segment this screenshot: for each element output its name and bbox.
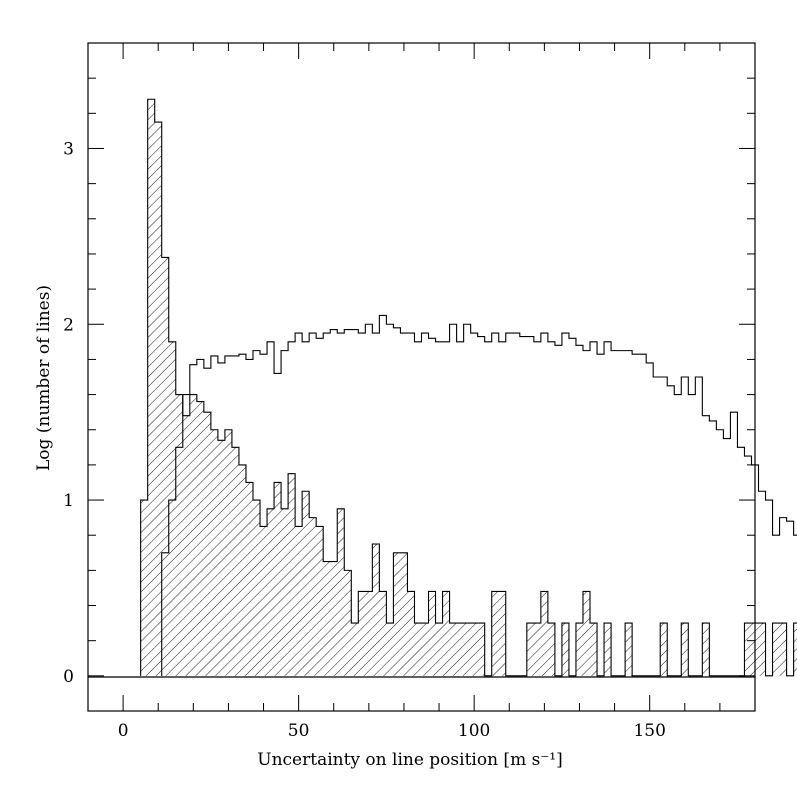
hatched-bar: [758, 623, 766, 676]
hatched-bar: [140, 500, 148, 676]
hatched-bar: [604, 623, 612, 676]
hatched-bar: [337, 508, 345, 676]
hatched-bar: [309, 517, 317, 676]
hatched-bar: [281, 508, 289, 676]
hatched-bar: [330, 561, 338, 676]
hatched-bar: [428, 591, 436, 676]
hatched-bar: [435, 623, 443, 676]
hatched-bar: [323, 561, 331, 676]
x-axis-label: Uncertainty on line position [m s⁻¹]: [257, 750, 563, 770]
x-tick-label: 0: [118, 721, 129, 741]
y-tick-label: 2: [63, 315, 74, 335]
y-tick-label: 1: [63, 491, 74, 511]
hatched-bar: [625, 623, 633, 676]
hatched-bar: [702, 623, 710, 676]
hatched-bar: [407, 591, 415, 676]
hatched-bar: [351, 623, 359, 676]
hatched-bar: [456, 623, 464, 676]
hatched-bar: [540, 591, 548, 676]
hatched-bar: [575, 623, 583, 676]
y-axis-label: Log (number of lines): [34, 285, 54, 471]
hatched-bar: [590, 623, 598, 676]
hatched-bar: [147, 99, 155, 676]
hatched-bar: [772, 623, 780, 676]
x-tick-label: 50: [288, 721, 310, 741]
hatched-outline: [140, 98, 797, 677]
hatched-bar: [526, 623, 534, 676]
hatched-bar: [267, 508, 275, 676]
hatched-bar: [210, 429, 218, 676]
hatched-bar: [582, 591, 591, 676]
x-tick-label: 150: [633, 721, 665, 741]
y-tick-label: 0: [63, 667, 74, 687]
hatched-bar: [260, 526, 268, 676]
plot-frame: [87, 42, 756, 712]
y-axis-ticks: 0 1 2 3: [63, 77, 755, 687]
hatched-bar: [154, 122, 162, 676]
hatched-bar: [302, 491, 310, 676]
hatched-bar: [449, 623, 457, 676]
hatched-bar: [238, 464, 246, 676]
hatched-bar: [470, 623, 478, 676]
hatched-bar: [793, 623, 797, 676]
hatched-bar: [498, 591, 506, 676]
x-axis-ticks: 0 50 100 150: [118, 43, 721, 741]
hatched-bar: [252, 500, 261, 676]
hatched-bar: [175, 394, 183, 676]
hatched-bar: [231, 447, 239, 676]
hatched-bar: [217, 440, 225, 676]
hatched-bar: [463, 623, 471, 676]
hatched-bar: [379, 591, 387, 676]
hatched-bar: [414, 623, 422, 676]
hatched-bar: [561, 623, 569, 676]
hatched-bar: [196, 401, 204, 676]
hatched-bar: [224, 429, 232, 676]
hatched-bar: [386, 623, 394, 676]
hatched-bar: [203, 412, 211, 676]
hatched-bar: [477, 623, 485, 676]
y-tick-label: 3: [63, 139, 74, 159]
hatched-bar: [274, 482, 282, 676]
hatched-bar: [660, 623, 668, 676]
hatched-bar: [491, 591, 499, 676]
hatched-bar: [344, 570, 352, 676]
hatched-bar: [295, 526, 303, 676]
hatched-bar: [547, 623, 555, 676]
hatched-bar: [182, 415, 190, 676]
hatched-bar: [400, 552, 408, 676]
hatched-bar: [779, 623, 787, 676]
hatched-bar: [358, 591, 366, 676]
open-outline: [161, 314, 797, 676]
hatched-bar: [421, 623, 429, 676]
hatched-bar: [372, 544, 380, 676]
hatched-bar: [245, 482, 253, 676]
hatched-bar: [533, 623, 541, 676]
hatched-bar: [744, 623, 752, 676]
x-tick-label: 100: [458, 721, 490, 741]
open-histogram: [161, 314, 797, 676]
hatched-bar: [365, 591, 373, 676]
hatched-bar: [442, 591, 450, 676]
hatched-bar: [168, 341, 176, 676]
hatched-bar: [161, 257, 169, 676]
hatched-histogram: [140, 98, 797, 677]
hatched-bar: [316, 526, 324, 676]
hatched-bar: [288, 473, 296, 676]
hatched-bar: [751, 623, 759, 676]
hatched-bar: [393, 552, 401, 676]
hatched-bar: [681, 623, 689, 676]
hatched-bar: [189, 394, 197, 676]
